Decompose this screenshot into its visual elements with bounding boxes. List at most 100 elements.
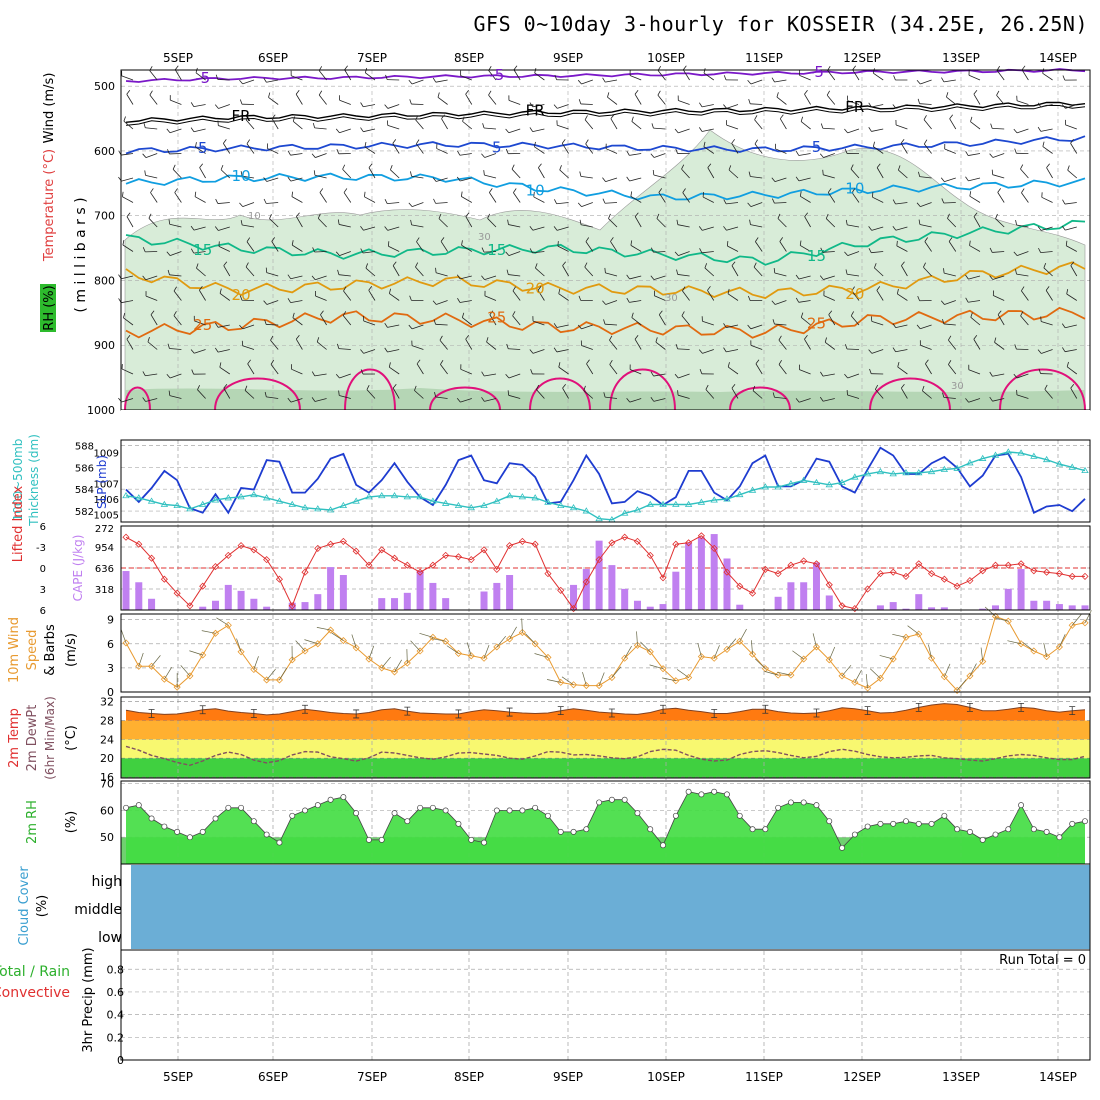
panel-frame-wd [120, 613, 1091, 693]
temp-series-line [125, 703, 1086, 716]
wind-barb [605, 323, 618, 326]
wind-barb [315, 153, 327, 158]
thickness-point [889, 470, 897, 477]
wind-barb-flag [168, 219, 171, 225]
temp-tick: 16 [100, 771, 114, 784]
wind-barb-flag [440, 237, 445, 242]
wind-barb [822, 127, 835, 130]
wind-barb [121, 75, 134, 81]
wind-barb-flag [901, 261, 905, 266]
wind-barb [296, 216, 303, 228]
wind-barb [823, 295, 835, 301]
cape-bar [391, 598, 399, 610]
wind-barb [629, 75, 642, 81]
wind-barb-flag [868, 226, 873, 231]
wind-barb-flag [562, 383, 566, 389]
wind-barb-flag [223, 139, 227, 144]
wind-barb-flag [296, 212, 300, 217]
wind-barb-flag [923, 262, 926, 268]
wind-barb [561, 143, 569, 154]
wind-barb-flag [727, 362, 730, 368]
wind-barb [438, 218, 448, 228]
wind-barb-flag [676, 269, 679, 275]
wind-barb [292, 317, 303, 326]
rh-contour-label: 10 [248, 211, 261, 222]
wind-barb-flag [408, 202, 413, 207]
cape-bar [339, 575, 347, 610]
date-label-top: 6SEP [258, 51, 288, 65]
wind-barb [164, 667, 173, 680]
wind-barb [800, 245, 811, 252]
wind-barb-flag [343, 188, 348, 193]
wind-barb [562, 387, 569, 399]
wind-point [991, 612, 1000, 620]
wind-barb [319, 192, 327, 203]
wind-barb [973, 93, 981, 105]
rh-point [698, 791, 705, 798]
wind-barb-flag [388, 362, 391, 368]
wind-barb-flag [892, 225, 897, 231]
thickness-point [953, 464, 961, 471]
wind-barb-flag [553, 347, 558, 353]
li-point [889, 568, 897, 576]
precip-tick: 0.4 [107, 1009, 125, 1022]
wind-barb-flag [481, 371, 485, 377]
rh-point [289, 812, 296, 819]
wind-barb-flag [263, 177, 268, 182]
wind-barb-flag [820, 371, 824, 377]
pressure-tick: 900 [94, 339, 115, 352]
wind-barb [804, 216, 811, 228]
wind-barb [969, 663, 977, 677]
rh-point [647, 826, 654, 833]
wind-barb [513, 192, 521, 203]
cape-label: CAPE (J/kg) [71, 535, 85, 602]
wind-barb-flag [626, 398, 631, 403]
thickness-point [991, 451, 1000, 458]
wind-barb [435, 202, 448, 204]
wind-barb-flag [482, 123, 485, 129]
wind-barb-flag [505, 373, 510, 379]
wind-barb [901, 265, 908, 277]
rh-point [621, 796, 628, 803]
wind-barb [295, 338, 303, 350]
wind-barb [654, 295, 666, 301]
wind-barb-flag [392, 261, 397, 266]
rh-point [826, 818, 833, 825]
wind-barb-flag [683, 65, 687, 71]
wind-barb-flag [868, 127, 872, 132]
wind-barb-flag [384, 322, 388, 328]
wind-barb-flag [199, 163, 204, 168]
wind-barb [968, 74, 981, 81]
li-point [685, 539, 693, 547]
thickness-point [710, 496, 718, 503]
wind-barb [487, 218, 497, 228]
wind-barb-flag [173, 311, 177, 316]
li-point [979, 567, 987, 575]
wind-barb [279, 667, 288, 681]
wind-barb-flag [534, 68, 537, 74]
wind-barb-flag [190, 248, 195, 254]
wind-barb [1042, 146, 1053, 154]
cape-bar [723, 558, 731, 610]
rh-point [199, 828, 206, 835]
wind-barb-flag [488, 90, 492, 96]
wind-barb [968, 398, 981, 403]
rh-point [225, 804, 232, 811]
isotherm-label: FR [845, 98, 864, 116]
wind-barb-flag [851, 286, 855, 292]
wind-barb-flag [650, 396, 655, 402]
thickness-point [211, 496, 220, 503]
wind-barb [924, 143, 932, 154]
wind-barb-flag [996, 90, 1000, 96]
wind-barb [581, 79, 593, 85]
wind-barb [411, 175, 424, 179]
wind-barb [897, 293, 908, 301]
wind-barb-flag [892, 199, 896, 205]
thickness-point [557, 501, 565, 508]
wind-barb [532, 226, 545, 231]
wind-barb [739, 628, 747, 642]
wind-barb-flag [150, 310, 155, 315]
wind-barb-flag [505, 128, 510, 134]
wind-barb-flag [335, 128, 340, 134]
cloud-label: Cloud Cover [17, 866, 32, 946]
